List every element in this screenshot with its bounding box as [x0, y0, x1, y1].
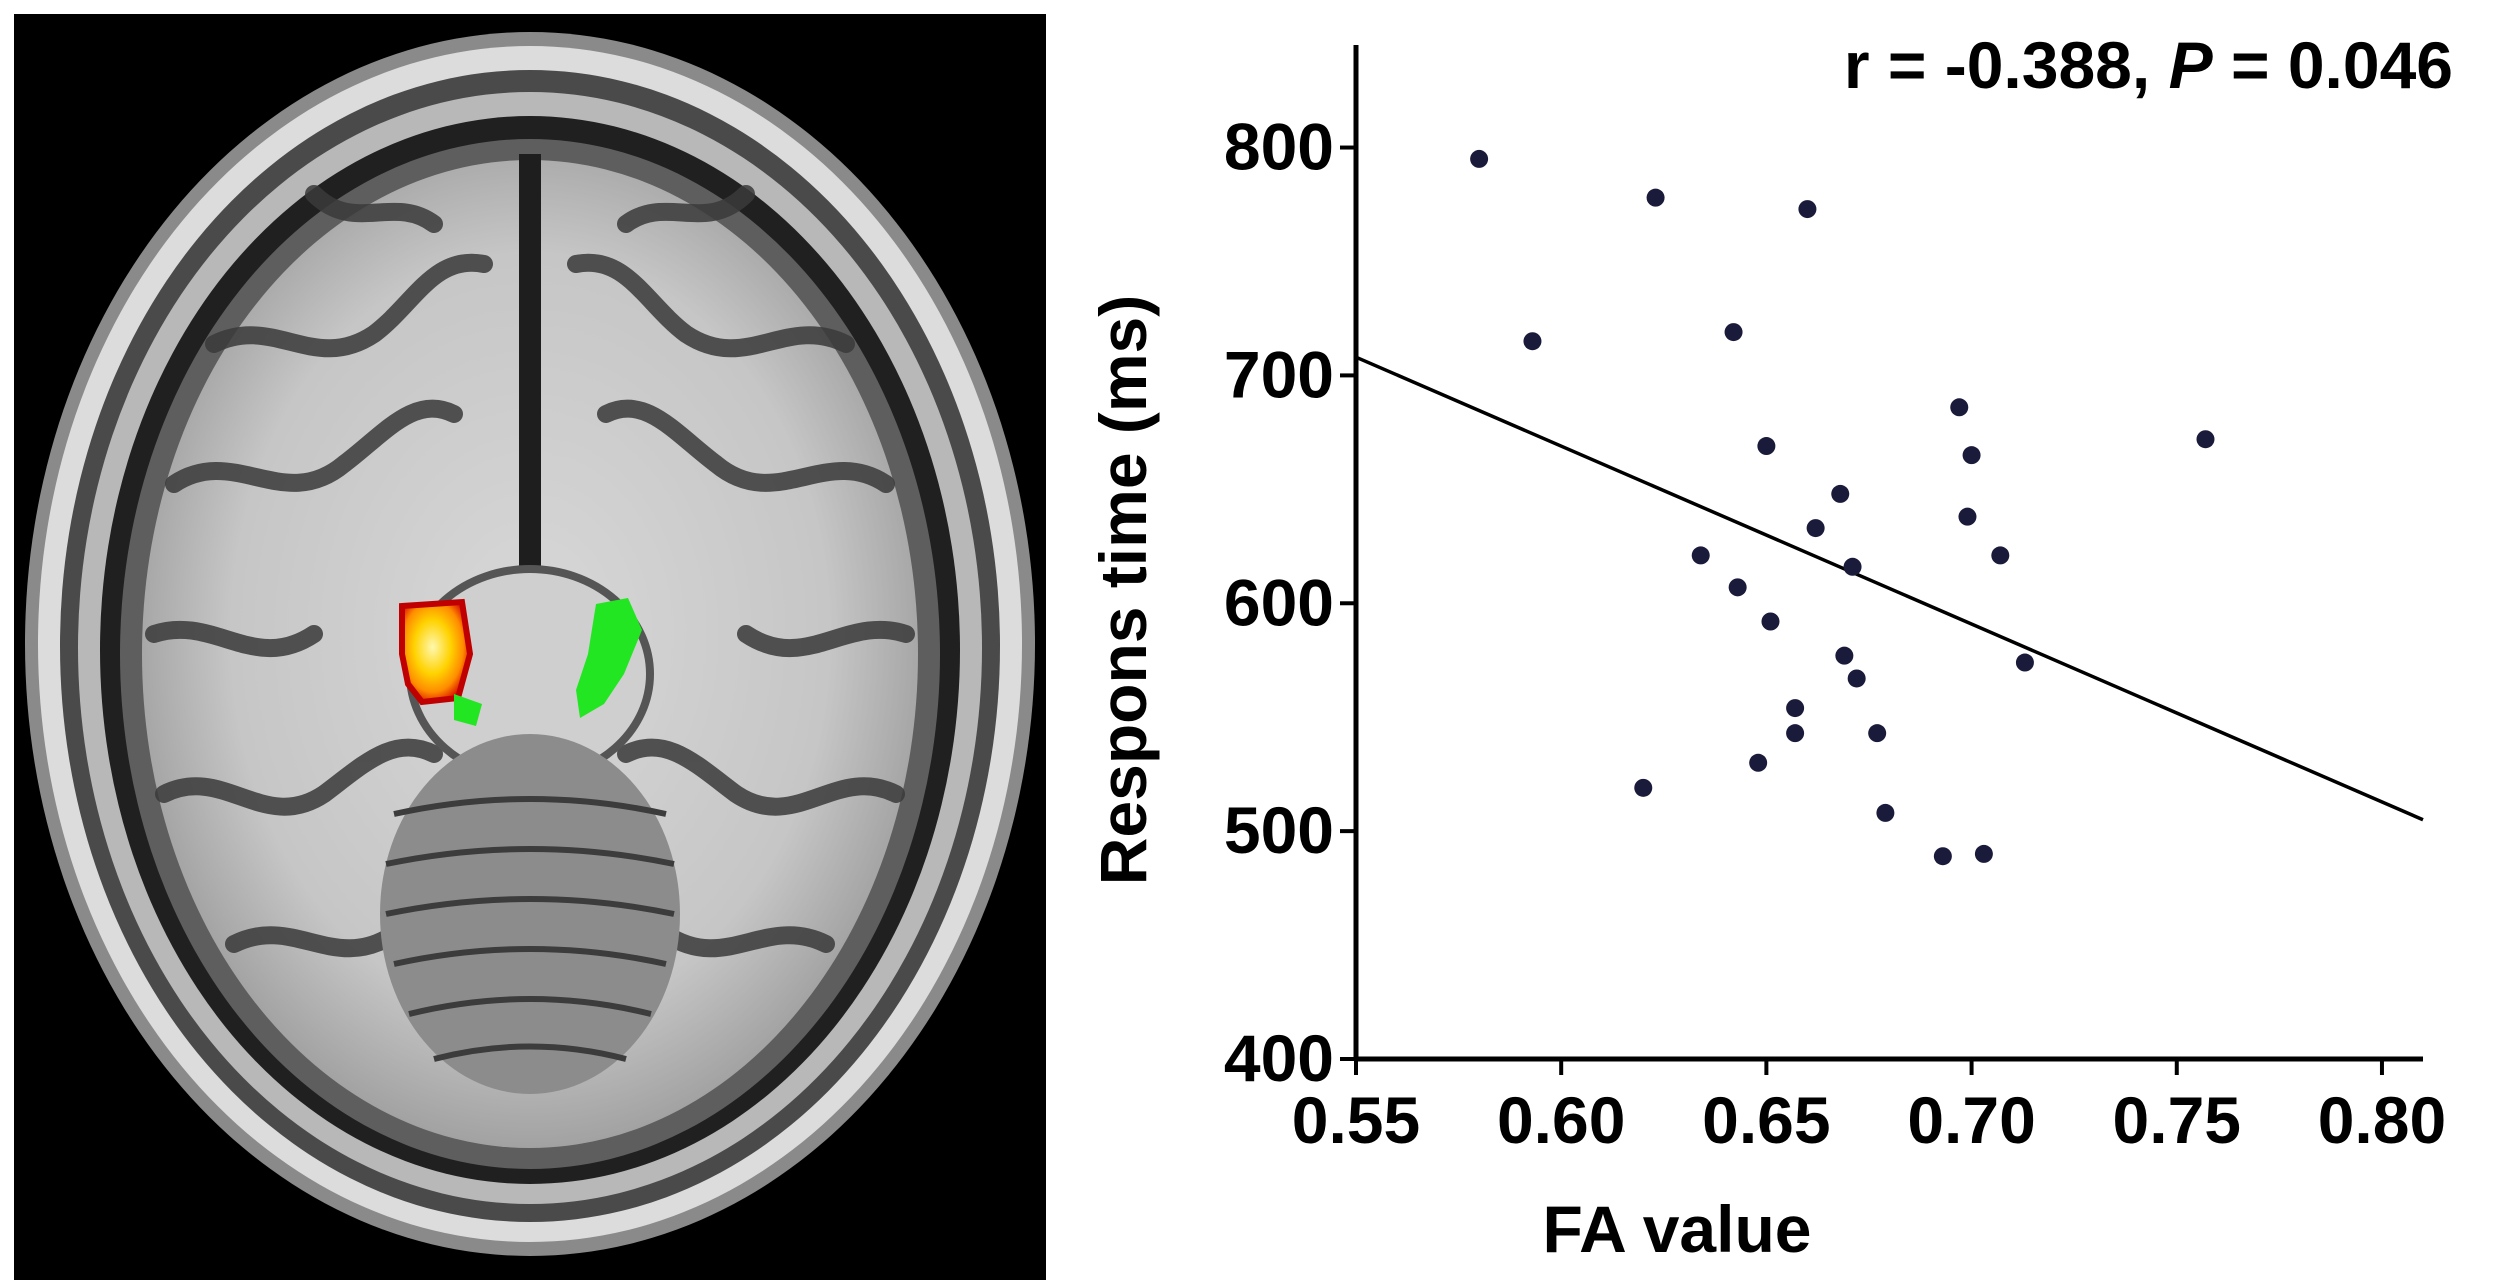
- data-point: [1761, 612, 1780, 631]
- data-point: [1757, 437, 1776, 456]
- data-point: [2196, 430, 2215, 449]
- y-tick-label: 800: [1224, 110, 1334, 184]
- x-tick-label: 0.70: [1907, 1083, 2035, 1157]
- x-axis-label: FA value: [1543, 1192, 1812, 1266]
- correlation-annotation: r = -0.388, P = 0.046: [1844, 28, 2453, 102]
- data-point: [1691, 546, 1710, 565]
- data-point: [1876, 803, 1895, 822]
- x-tick-label: 0.80: [2318, 1083, 2446, 1157]
- data-point: [1634, 778, 1653, 797]
- x-tick-label: 0.75: [2113, 1083, 2241, 1157]
- data-point: [1831, 484, 1850, 503]
- data-point: [1835, 646, 1854, 665]
- data-point: [1958, 507, 1977, 526]
- data-points: [1470, 149, 2215, 866]
- data-point: [1991, 546, 2010, 565]
- data-point: [1933, 847, 1952, 866]
- chart-svg: 0.55 0.60 0.65 0.70 0.75 0.80400500600700800 …: [1086, 28, 2453, 1266]
- data-point: [1806, 519, 1825, 538]
- chart-axes: [1340, 45, 2423, 1075]
- fit-line-group: [1355, 355, 2424, 822]
- y-tick-label: 400: [1224, 1021, 1334, 1095]
- data-point: [1728, 578, 1747, 597]
- data-point: [1950, 398, 1969, 417]
- tick-labels: 0.55 0.60 0.65 0.70 0.75 0.80 400 500 600 700 800: [1224, 110, 2446, 1157]
- y-tick-label: 700: [1224, 337, 1334, 411]
- data-point: [1724, 323, 1743, 342]
- data-point: [1847, 669, 1866, 688]
- data-point: [1523, 332, 1542, 351]
- data-point: [1749, 753, 1768, 772]
- y-axis-label: Respons time (ms): [1086, 295, 1160, 885]
- brain-mri-image: [14, 14, 1046, 1280]
- data-point: [1868, 724, 1887, 743]
- activation-cluster: [399, 598, 474, 706]
- regression-line: [1355, 355, 2424, 822]
- brain-mri-panel: [14, 14, 1046, 1280]
- data-point: [2015, 653, 2034, 672]
- data-point: [1962, 446, 1981, 465]
- data-point: [1843, 557, 1862, 576]
- x-tick-label: 0.55: [1292, 1083, 1420, 1157]
- tract-left: [454, 694, 482, 726]
- data-point: [1786, 724, 1805, 743]
- data-point: [1798, 200, 1817, 219]
- data-point: [1646, 188, 1665, 207]
- x-tick-label: 0.65: [1702, 1083, 1830, 1157]
- data-point: [1974, 844, 1993, 863]
- y-tick-label: 500: [1224, 793, 1334, 867]
- data-point: [1470, 149, 1489, 168]
- data-point: [1786, 699, 1805, 718]
- tract-right: [576, 598, 642, 718]
- scatter-chart: 0.55 0.60 0.65 0.70 0.75 0.80 400 500 600 700 800 …: [1060, 0, 2500, 1279]
- x-tick-label: 0.60: [1497, 1083, 1625, 1157]
- y-tick-label: 600: [1224, 565, 1334, 639]
